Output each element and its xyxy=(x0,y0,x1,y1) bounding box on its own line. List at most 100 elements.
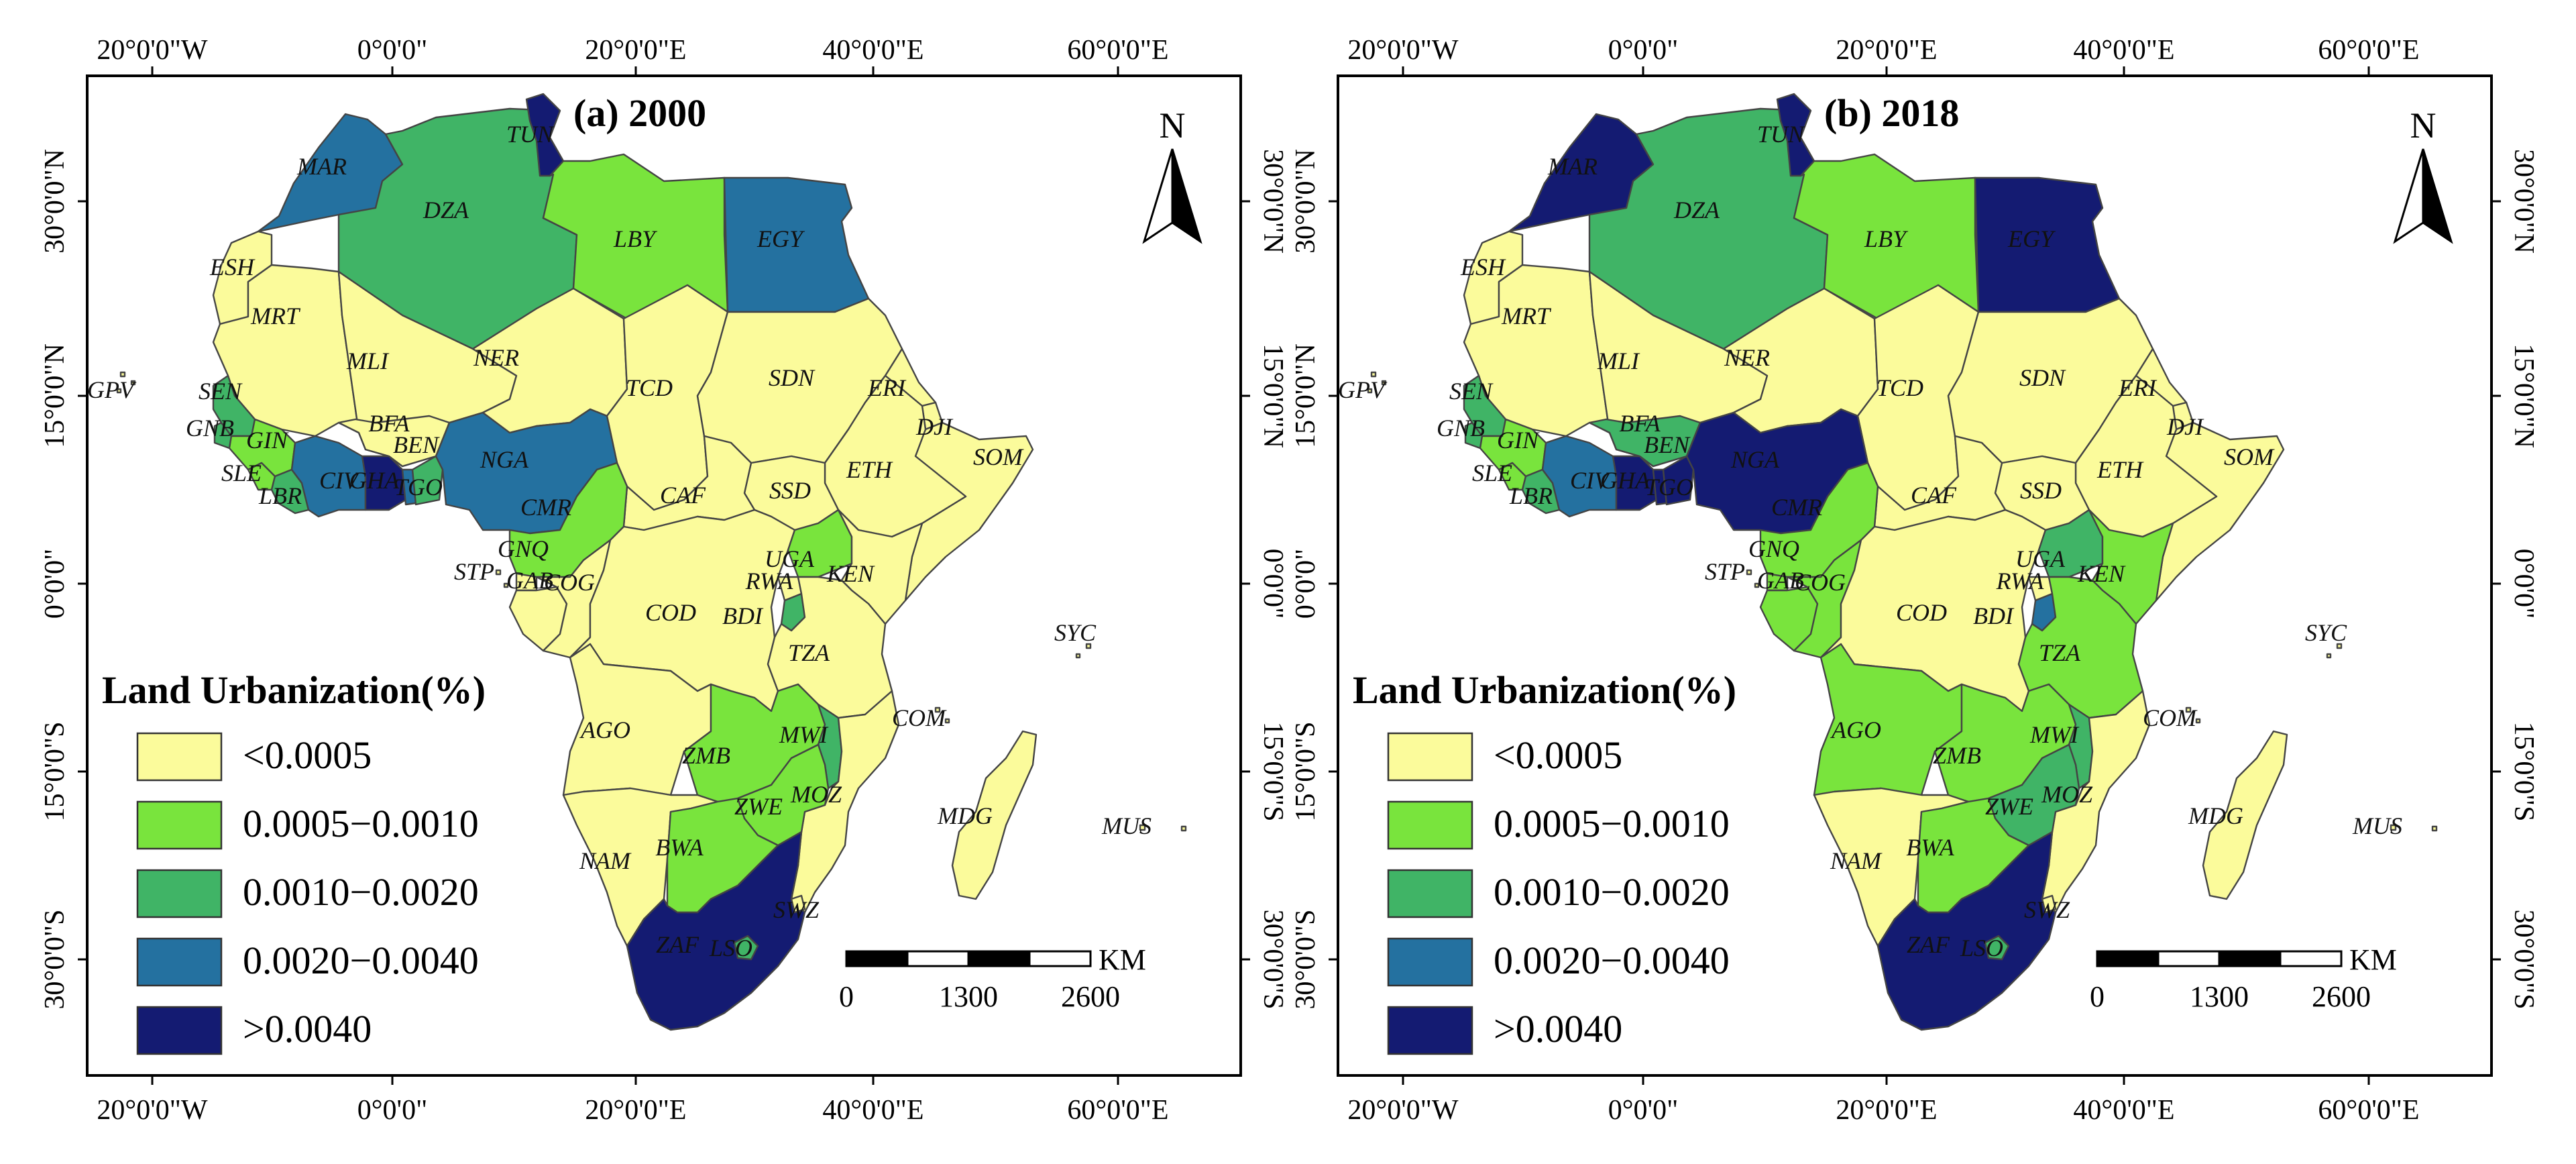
legend-item-label-4: >0.0040 xyxy=(1494,1007,1622,1051)
scale-unit: KM xyxy=(1099,943,1146,976)
country-label-nga: NGA xyxy=(480,446,529,473)
country-label-tun: TUN xyxy=(506,121,555,148)
country-zaf-2018[interactable] xyxy=(1877,831,2057,1031)
country-mdg-2018[interactable] xyxy=(2202,730,2288,900)
axis-left-label: 30°0'0"S xyxy=(40,910,70,1010)
axis-bottom-label: 20°0'0"W xyxy=(97,1095,208,1126)
country-label-lby: LBY xyxy=(1864,225,1909,252)
axis-right-label: 30°0'0"N xyxy=(2508,149,2539,254)
country-label-com: COM xyxy=(2143,704,2198,731)
country-label-com: COM xyxy=(892,704,947,731)
legend-swatch-3 xyxy=(136,937,223,987)
country-mdg-2000[interactable] xyxy=(951,730,1038,900)
country-com-2018[interactable] xyxy=(2185,706,2201,724)
country-zaf-2000[interactable] xyxy=(626,831,806,1031)
country-syc-2018[interactable] xyxy=(2326,643,2343,659)
country-label-egy: EGY xyxy=(757,225,805,252)
axis-top-label: 40°0'0"E xyxy=(822,35,923,66)
scale-label-0: 0 xyxy=(839,980,854,1013)
country-com-2000[interactable] xyxy=(934,706,950,724)
country-label-tgo: TGO xyxy=(394,474,443,500)
axis-bottom-label: 40°0'0"E xyxy=(2073,1095,2174,1126)
country-label-mar: MAR xyxy=(1547,153,1598,180)
legend-swatch-0 xyxy=(136,732,223,782)
country-label-ssd: SSD xyxy=(769,477,811,504)
country-label-esh: ESH xyxy=(209,254,256,280)
country-label-ssd: SSD xyxy=(2020,477,2062,504)
legend-item-label-1: 0.0005−0.0010 xyxy=(243,802,479,845)
scale-bar: KM 0 1300 2600 xyxy=(839,943,1146,1013)
country-ben-2018[interactable] xyxy=(1662,455,1695,506)
country-label-zaf: ZAF xyxy=(656,931,699,958)
country-label-nga: NGA xyxy=(1730,446,1780,473)
country-label-zwe: ZWE xyxy=(734,793,783,820)
country-gpv-2000[interactable] xyxy=(116,371,136,394)
axis-top-label: 20°0'0"E xyxy=(1836,35,1937,66)
country-label-ago: AGO xyxy=(579,717,630,743)
country-stp-2000[interactable] xyxy=(495,569,509,588)
country-moz-2018[interactable] xyxy=(2041,690,2151,914)
country-label-gnq: GNQ xyxy=(498,535,549,562)
legend-title: Land Urbanization(%) xyxy=(1353,668,1736,712)
axis-right-label: 30°0'0"S xyxy=(2508,910,2539,1010)
country-swz-2000[interactable] xyxy=(790,894,806,914)
country-label-tgo: TGO xyxy=(1645,474,1693,500)
axis-bottom-label: 40°0'0"E xyxy=(822,1095,923,1126)
axis-left-label: 30°0'0"N xyxy=(40,149,70,254)
country-label-zmb: ZMB xyxy=(682,742,730,769)
country-label-tza: TZA xyxy=(2039,639,2081,666)
legend-swatch-1 xyxy=(136,800,223,850)
country-lby-2000[interactable] xyxy=(542,153,729,320)
country-label-mrt: MRT xyxy=(250,303,301,329)
country-label-lbr: LBR xyxy=(1509,482,1553,509)
country-label-bfa: BFA xyxy=(368,410,410,437)
country-label-bdi: BDI xyxy=(1973,602,2015,629)
legend: Land Urbanization(%) <0.0005 0.0005−0.0010… xyxy=(102,668,486,1055)
country-swz-2018[interactable] xyxy=(2041,894,2057,914)
country-label-som: SOM xyxy=(2224,443,2275,470)
country-label-tcd: TCD xyxy=(1877,374,1923,401)
country-label-gin: GIN xyxy=(246,427,289,454)
legend-swatch-4 xyxy=(1387,1006,1473,1055)
country-label-tcd: TCD xyxy=(626,374,673,401)
country-label-lbr: LBR xyxy=(258,482,302,509)
country-lso-2000[interactable] xyxy=(733,935,759,961)
country-gpv-2018[interactable] xyxy=(1367,371,1387,394)
country-label-sen: SEN xyxy=(199,378,243,405)
country-label-eth: ETH xyxy=(846,456,893,483)
country-syc-2000[interactable] xyxy=(1075,643,1092,659)
north-arrow-right-half xyxy=(1171,148,1202,244)
country-lso-2018[interactable] xyxy=(1984,935,2010,961)
country-label-eth: ETH xyxy=(2096,456,2144,483)
country-label-ben: BEN xyxy=(393,431,440,458)
axis-top-label: 0°0'0" xyxy=(357,35,428,66)
country-label-uga: UGA xyxy=(2015,545,2066,572)
country-label-gha: GHA xyxy=(349,467,400,494)
legend-item-label-4: >0.0040 xyxy=(243,1007,372,1051)
country-label-syc: SYC xyxy=(2305,619,2347,646)
country-label-gha: GHA xyxy=(1600,467,1650,494)
scale-unit: KM xyxy=(2349,943,2397,976)
scale-label-1: 1300 xyxy=(2190,980,2249,1013)
country-ben-2000[interactable] xyxy=(411,455,444,506)
country-moz-2000[interactable] xyxy=(790,690,900,914)
scale-bar-segment xyxy=(2279,950,2343,967)
country-stp-2018[interactable] xyxy=(1746,569,1760,588)
country-mus-2000[interactable] xyxy=(1139,824,1187,832)
axis-left-label: 15°0'0"N xyxy=(1290,343,1321,448)
country-label-mli: MLI xyxy=(1597,348,1640,374)
axis-left-label: 30°0'0"N xyxy=(1290,149,1321,254)
country-mus-2018[interactable] xyxy=(2390,824,2438,832)
country-label-cog: COG xyxy=(1795,569,1846,596)
axis-bottom-label: 60°0'0"E xyxy=(1067,1095,1168,1126)
country-label-bwa: BWA xyxy=(655,834,704,861)
axis-bottom-label: 20°0'0"W xyxy=(1347,1095,1459,1126)
legend-swatch-4 xyxy=(136,1006,223,1055)
country-lby-2018[interactable] xyxy=(1793,153,1980,320)
country-label-civ: CIV xyxy=(319,467,361,494)
legend-swatch-3 xyxy=(1387,937,1473,987)
axis-top-label: 20°0'0"E xyxy=(585,35,686,66)
scale-label-0: 0 xyxy=(2090,980,2105,1013)
country-label-zmb: ZMB xyxy=(1933,742,1981,769)
